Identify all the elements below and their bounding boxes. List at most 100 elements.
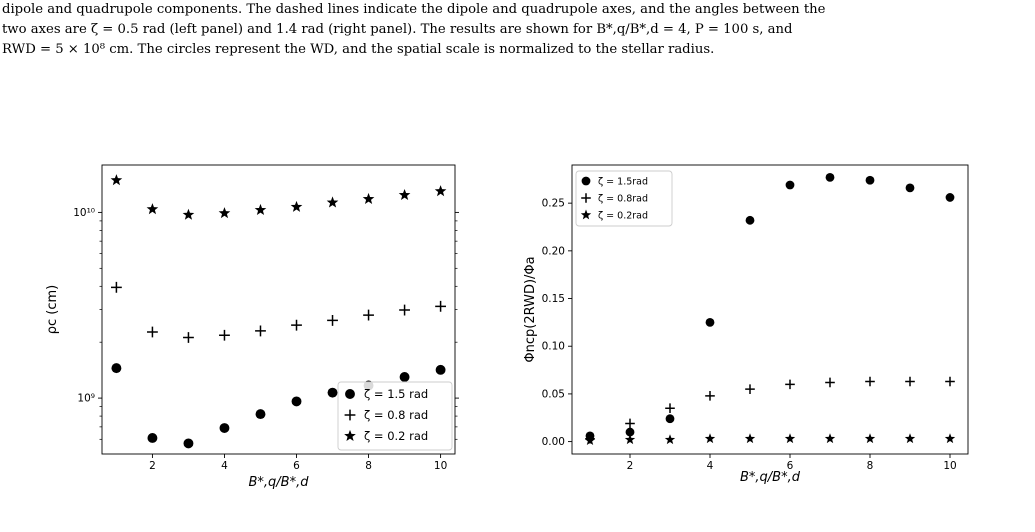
data-point	[625, 418, 635, 429]
data-point	[326, 196, 339, 208]
data-point	[705, 317, 715, 327]
x-axis-label: B*,q/B*,d	[740, 470, 801, 485]
data-point	[255, 325, 266, 337]
data-point	[584, 435, 596, 446]
y-tick-label: 0.25	[542, 198, 565, 210]
data-point	[111, 363, 122, 374]
data-point	[147, 326, 158, 338]
caption-line: dipole and quadrupole components. The da…	[2, 2, 826, 17]
x-tick-label: 10	[943, 460, 956, 472]
x-tick-label: 4	[707, 460, 714, 472]
data-point	[362, 192, 375, 205]
legend-marker	[580, 209, 592, 220]
data-point	[398, 188, 411, 201]
data-point	[327, 387, 338, 398]
data-point	[745, 384, 755, 394]
caption-line: two axes are ζ = 0.5 rad (left panel) an…	[2, 22, 793, 37]
data-point	[745, 215, 755, 225]
data-point	[744, 433, 756, 444]
data-point	[399, 371, 410, 382]
y-tick-label: 0.15	[542, 293, 565, 305]
data-point	[182, 208, 195, 220]
data-point	[825, 172, 835, 182]
y-axis-label: Φncp(2RWD)/Φa	[523, 256, 538, 362]
plot-frame	[571, 164, 969, 455]
data-point	[254, 203, 267, 215]
x-tick-label: 2	[149, 460, 156, 472]
caption-line: RWD = 5 × 10⁸ cm. The circles represent …	[2, 42, 715, 57]
x-tick-label: 6	[787, 460, 794, 472]
data-point	[435, 300, 446, 312]
data-point	[363, 309, 374, 321]
data-point	[219, 329, 230, 341]
data-point	[865, 376, 875, 387]
y-tick-label: 0.20	[542, 245, 565, 257]
data-point	[825, 377, 835, 388]
series-plus	[111, 281, 446, 343]
data-point	[147, 433, 158, 443]
data-point	[327, 315, 338, 326]
legend-marker	[345, 389, 355, 399]
data-point	[625, 427, 635, 437]
data-point	[664, 434, 676, 445]
legend-label: ζ = 1.5 rad	[364, 387, 428, 401]
legend-marker	[581, 176, 591, 186]
data-point	[218, 207, 231, 219]
data-point	[434, 185, 447, 197]
data-point	[904, 433, 916, 444]
legend-box	[337, 381, 453, 451]
legend-label: ζ = 0.2rad	[598, 210, 648, 221]
x-tick-label: 8	[867, 460, 874, 472]
legend-label: ζ = 0.2 rad	[364, 429, 428, 443]
y-tick-label: 0.00	[542, 436, 565, 448]
data-point	[219, 423, 230, 433]
data-point	[665, 403, 675, 414]
data-point	[945, 193, 955, 202]
legend-marker	[581, 193, 591, 203]
data-point	[291, 396, 302, 407]
data-point	[864, 433, 876, 444]
x-tick-label: 4	[221, 460, 228, 472]
data-point	[705, 391, 715, 401]
data-point	[255, 409, 266, 420]
data-point	[110, 174, 123, 186]
data-point	[399, 304, 410, 316]
legend-marker	[344, 409, 356, 421]
data-point	[905, 183, 915, 193]
legend-label: ζ = 1.5rad	[598, 176, 648, 187]
series-circle	[585, 172, 955, 441]
series-star	[110, 174, 447, 220]
x-tick-label: 2	[627, 460, 634, 472]
data-point	[785, 379, 795, 390]
x-tick-label: 6	[293, 460, 300, 472]
data-point	[111, 281, 122, 293]
series-star	[584, 433, 956, 446]
data-point	[624, 434, 636, 445]
legend-label: ζ = 0.8rad	[598, 193, 648, 204]
y-axis-label: ρc (cm)	[45, 285, 60, 335]
legend-box	[575, 170, 673, 227]
data-point	[944, 433, 956, 444]
data-point	[290, 200, 303, 212]
data-point	[146, 203, 159, 215]
data-point	[905, 376, 915, 387]
legend-label: ζ = 0.8 rad	[364, 408, 428, 422]
x-tick-label: 10	[434, 460, 447, 472]
y-tick-label: 10¹⁰	[73, 207, 95, 219]
x-tick-label: 8	[365, 460, 372, 472]
data-point	[183, 332, 194, 343]
y-tick-label: 0.05	[542, 388, 565, 400]
data-point	[665, 414, 675, 424]
data-point	[435, 364, 446, 375]
data-point	[183, 438, 194, 449]
legend-marker	[344, 429, 356, 441]
data-point	[291, 319, 302, 331]
series-plus	[585, 376, 955, 444]
figure-caption: dipole and quadrupole components. The da…	[2, 0, 1030, 60]
data-point	[945, 376, 955, 387]
y-tick-label: 0.10	[542, 341, 565, 353]
data-point	[824, 433, 836, 444]
x-axis-label: B*,q/B*,d	[249, 475, 310, 490]
